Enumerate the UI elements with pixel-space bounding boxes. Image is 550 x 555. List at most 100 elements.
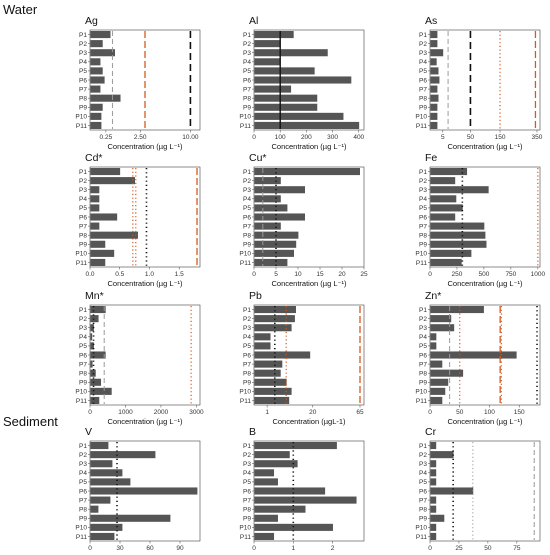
category-label: P1 bbox=[79, 307, 87, 314]
bar bbox=[254, 249, 294, 257]
x-tick-label: 15 bbox=[316, 271, 324, 278]
category-label: P4 bbox=[79, 59, 87, 66]
bar bbox=[90, 240, 106, 248]
bar bbox=[254, 85, 292, 93]
category-label: P8 bbox=[419, 232, 427, 239]
bar bbox=[254, 523, 333, 531]
x-tick-label: 20 bbox=[338, 271, 346, 278]
x-tick-label: 0 bbox=[88, 409, 92, 416]
x-axis-label: Concentration (µg L⁻¹) bbox=[108, 417, 183, 426]
category-label: P1 bbox=[243, 443, 251, 450]
x-tick-label: 75 bbox=[513, 545, 521, 550]
category-label: P3 bbox=[79, 50, 87, 57]
category-label: P2 bbox=[79, 41, 87, 48]
x-tick-label: 30 bbox=[116, 545, 124, 550]
category-label: P8 bbox=[79, 506, 87, 513]
bar bbox=[430, 378, 449, 386]
category-label: P5 bbox=[419, 205, 427, 212]
category-label: P4 bbox=[419, 334, 427, 341]
bar bbox=[90, 324, 94, 332]
category-label: P5 bbox=[243, 205, 251, 212]
bar bbox=[90, 360, 93, 368]
bar bbox=[90, 168, 121, 176]
bar bbox=[254, 231, 299, 239]
bar bbox=[90, 442, 109, 450]
category-label: P7 bbox=[419, 361, 427, 368]
bar bbox=[254, 103, 318, 111]
bar bbox=[430, 85, 438, 93]
category-label: P11 bbox=[416, 123, 427, 130]
bar bbox=[254, 49, 328, 57]
category-label: P5 bbox=[243, 68, 251, 75]
x-tick-label: 50 bbox=[484, 545, 492, 550]
bar bbox=[254, 505, 306, 513]
bar bbox=[430, 195, 457, 203]
category-label: P7 bbox=[243, 361, 251, 368]
category-label: P6 bbox=[419, 352, 427, 359]
bar bbox=[430, 460, 437, 468]
x-tick-label: 0 bbox=[252, 545, 256, 550]
x-axis-label: Concentration (µg L⁻¹) bbox=[448, 279, 523, 288]
bar bbox=[254, 442, 337, 450]
bar bbox=[90, 369, 96, 377]
category-label: P2 bbox=[243, 41, 251, 48]
bar bbox=[430, 94, 439, 102]
bar bbox=[430, 514, 445, 522]
bar bbox=[430, 351, 517, 359]
bar bbox=[90, 378, 102, 386]
bar bbox=[90, 213, 118, 221]
panel-3: Cd* P1 P2 P3 P4 P5 P6 P7 P8 P9 P10 P11 0.0 0.5 1.0 1.5C… bbox=[75, 152, 201, 288]
category-label: P10 bbox=[239, 389, 251, 396]
category-label: P9 bbox=[419, 105, 427, 112]
category-label: P9 bbox=[243, 105, 251, 112]
category-label: P8 bbox=[243, 506, 251, 513]
x-tick-label: 50 bbox=[456, 409, 464, 416]
x-tick-label: 10 bbox=[294, 271, 302, 278]
bar bbox=[90, 76, 105, 84]
category-label: P1 bbox=[79, 443, 87, 450]
bar bbox=[430, 76, 440, 84]
x-tick-label: 0 bbox=[428, 545, 432, 550]
bar bbox=[90, 231, 138, 239]
category-label: P3 bbox=[243, 50, 251, 57]
bar bbox=[254, 487, 326, 495]
category-label: P9 bbox=[243, 380, 251, 387]
panel-9: VP1P2P3P4P5P6P7P8P9P10P110306090Concentr… bbox=[75, 426, 201, 555]
category-label: P11 bbox=[416, 398, 427, 405]
category-label: P2 bbox=[243, 178, 251, 185]
panel-title: Cd* bbox=[85, 152, 103, 164]
category-label: P7 bbox=[79, 361, 87, 368]
x-axis-label: Concentration (µg L⁻¹) bbox=[448, 142, 523, 151]
x-tick-label: 1000 bbox=[118, 409, 133, 416]
category-label: P4 bbox=[419, 196, 427, 203]
bar bbox=[254, 478, 278, 486]
category-label: P3 bbox=[79, 325, 87, 332]
category-label: P6 bbox=[419, 488, 427, 495]
category-label: P1 bbox=[419, 307, 427, 314]
bar bbox=[90, 177, 135, 185]
category-label: P8 bbox=[79, 370, 87, 377]
bar bbox=[90, 505, 99, 513]
category-label: P6 bbox=[243, 352, 251, 359]
category-label: P4 bbox=[79, 334, 87, 341]
x-tick-label: 500 bbox=[478, 271, 489, 278]
x-axis-label: Concentration (µg L⁻¹) bbox=[448, 417, 523, 426]
category-label: P7 bbox=[79, 223, 87, 230]
category-label: P2 bbox=[419, 316, 427, 323]
bar bbox=[90, 315, 99, 323]
bar bbox=[90, 94, 121, 102]
x-tick-label: 300 bbox=[327, 134, 338, 141]
bar bbox=[254, 186, 305, 194]
category-label: P10 bbox=[415, 389, 427, 396]
category-label: P10 bbox=[75, 251, 87, 258]
bar bbox=[90, 387, 112, 395]
category-label: P1 bbox=[243, 169, 251, 176]
category-label: P9 bbox=[79, 380, 87, 387]
bar bbox=[430, 487, 474, 495]
bar bbox=[90, 514, 171, 522]
bar bbox=[90, 121, 102, 129]
